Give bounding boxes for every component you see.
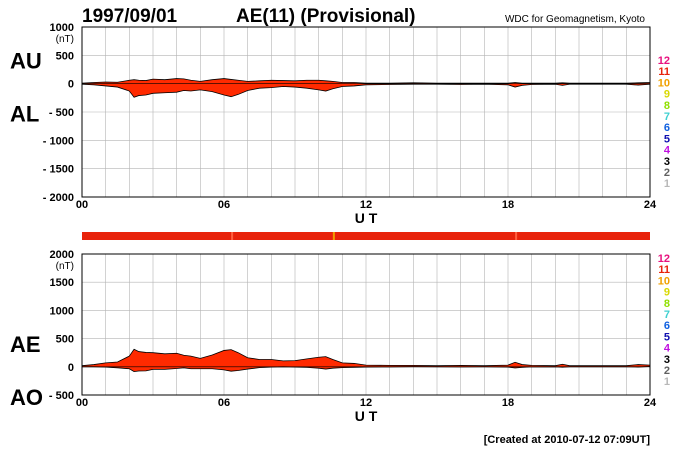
hour-legend-label: 12 xyxy=(658,253,670,265)
x-tick-label: 00 xyxy=(76,199,88,211)
y-tick-label: - 500 xyxy=(49,390,74,402)
x-tick-label: 00 xyxy=(76,397,88,409)
x-tick-label: 24 xyxy=(644,199,657,211)
y-tick-label: 2000 xyxy=(50,249,74,261)
hour-legend-label: 8 xyxy=(664,298,670,310)
y-tick-label: - 1500 xyxy=(43,164,74,176)
al-label: AL xyxy=(10,102,39,127)
hour-legend-label: 7 xyxy=(664,309,670,321)
hour-legend-label: 2 xyxy=(664,365,670,377)
y-tick-label: - 500 xyxy=(49,107,74,119)
ae-ao-unit: (nT) xyxy=(56,261,74,272)
ae-ao-y-ticks: 2000 1500 1000 500 0 - 500 xyxy=(49,249,74,402)
ae-ao-x-ticks: 00 06 12 18 24 xyxy=(76,397,657,409)
plot-date: 1997/09/01 xyxy=(82,6,178,27)
upper-series-line xyxy=(81,348,651,367)
au-al-series xyxy=(81,78,651,98)
plot-title: AE(11) (Provisional) xyxy=(236,6,416,27)
x-tick-label: 24 xyxy=(644,397,657,409)
hour-legend-label: 9 xyxy=(664,287,670,299)
ao-label: AO xyxy=(10,385,43,410)
hour-legend-label: 7 xyxy=(664,111,670,123)
hour-legend-label: 6 xyxy=(664,122,670,134)
au-label: AU xyxy=(10,49,42,74)
ae-ao-frame xyxy=(81,253,651,396)
hour-legend-label: 6 xyxy=(664,320,670,332)
hour-legend-label: 5 xyxy=(664,331,670,343)
ae-label: AE xyxy=(10,332,41,357)
hour-bar-mark xyxy=(515,232,518,240)
ae-ao-series xyxy=(81,348,651,373)
ae-ao-grid xyxy=(82,254,650,395)
hour-legend-label: 11 xyxy=(658,66,670,78)
hour-legend-label: 1 xyxy=(664,178,670,190)
upper-series-line xyxy=(81,78,651,84)
hour-legend-label: 1 xyxy=(664,376,670,388)
y-tick-label: 1000 xyxy=(50,22,74,34)
x-tick-label: 06 xyxy=(218,397,230,409)
y-tick-label: 1000 xyxy=(50,305,74,317)
y-tick-label: - 2000 xyxy=(43,192,74,204)
au-al-y-ticks: 1000 500 0 - 500 - 1000 - 1500 - 2000 xyxy=(43,22,74,204)
au-al-grid xyxy=(82,27,650,197)
hour-legend-label: 4 xyxy=(664,343,671,355)
au-al-x-label: U T xyxy=(355,210,378,226)
hour-bar-mark xyxy=(231,232,234,240)
data-source: WDC for Geomagnetism, Kyoto xyxy=(505,14,645,25)
hour-legend-label: 8 xyxy=(664,100,670,112)
y-tick-label: 500 xyxy=(56,334,74,346)
x-tick-label: 12 xyxy=(360,397,372,409)
hour-bar-mark xyxy=(332,232,335,240)
au-al-frame xyxy=(81,26,651,198)
hour-bar-fill xyxy=(82,232,650,240)
hour-legend-label: 12 xyxy=(658,55,670,67)
hour-legend-label: 3 xyxy=(664,156,670,168)
x-tick-label: 18 xyxy=(502,199,514,211)
y-tick-label: 0 xyxy=(68,362,74,374)
y-tick-label: - 1000 xyxy=(43,135,74,147)
lower-series-line xyxy=(81,83,651,98)
hour-legend-label: 5 xyxy=(664,133,670,145)
x-tick-label: 06 xyxy=(218,199,230,211)
ae-ao-x-label: U T xyxy=(355,408,378,424)
hour-legend-label: 3 xyxy=(664,354,670,366)
hour-legend-label: 4 xyxy=(664,145,671,157)
hour-color-bar xyxy=(82,232,650,240)
y-tick-label: 0 xyxy=(68,79,74,91)
x-tick-label: 12 xyxy=(360,199,372,211)
band-fill xyxy=(82,349,650,372)
hour-legend-label: 2 xyxy=(664,167,670,179)
created-timestamp: [Created at 2010-07-12 07:09UT] xyxy=(484,434,651,446)
hour-legend-label: 10 xyxy=(658,77,670,89)
hour-legend-label: 10 xyxy=(658,275,670,287)
x-tick-label: 18 xyxy=(502,397,514,409)
y-tick-label: 500 xyxy=(56,50,74,62)
hour-legend-label: 11 xyxy=(658,264,670,276)
hour-legend-label: 9 xyxy=(664,89,670,101)
au-al-unit: (nT) xyxy=(56,34,74,45)
y-tick-label: 1500 xyxy=(50,277,74,289)
au-al-x-ticks: 00 06 12 18 24 xyxy=(76,199,657,211)
